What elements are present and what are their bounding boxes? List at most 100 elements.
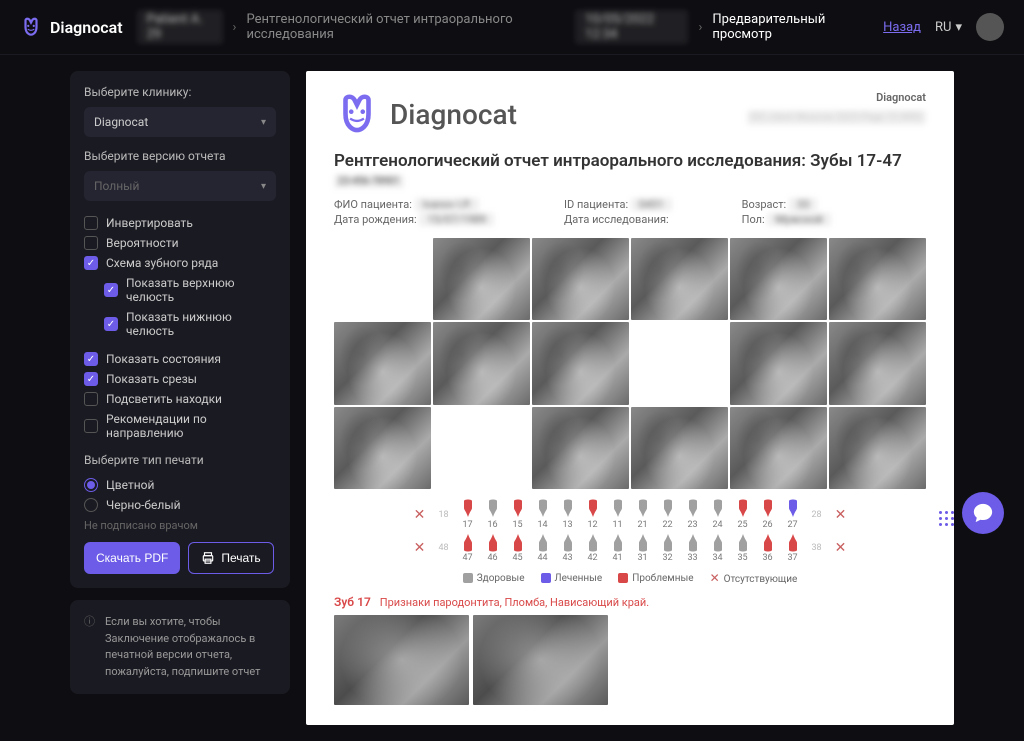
print-type-label: Выберите тип печати xyxy=(84,453,276,467)
report-preview: Diagnocat Diagnocat IDC client Moscow 20… xyxy=(306,71,954,725)
tooth-21[interactable]: 21 xyxy=(632,499,654,530)
tooth-26[interactable]: 26 xyxy=(757,499,779,530)
chevron-right-icon: › xyxy=(233,20,237,35)
xray-image[interactable] xyxy=(532,322,629,404)
checkbox-icon xyxy=(84,392,98,406)
tooth-13[interactable]: 13 xyxy=(557,499,579,530)
topbar: Diagnocat Patient A. 29 › Рентгенологиче… xyxy=(0,0,1024,55)
radio-icon xyxy=(84,498,98,512)
xray-image[interactable] xyxy=(730,322,827,404)
settings-panel: Выберите клинику: Diagnocat ▾ Выберите в… xyxy=(70,71,290,588)
patient-info: ФИО пациента: Ivanov I.P. Дата рождения:… xyxy=(334,198,926,228)
logo-icon xyxy=(20,16,42,38)
tooth-24[interactable]: 24 xyxy=(707,499,729,530)
print-bw-radio[interactable]: Черно-белый xyxy=(84,495,276,515)
chat-button[interactable] xyxy=(962,492,1004,534)
xray-image[interactable] xyxy=(829,238,926,320)
xray-image[interactable] xyxy=(532,407,629,489)
tooth-25[interactable]: 25 xyxy=(732,499,754,530)
tooth-33[interactable]: 33 xyxy=(682,532,704,563)
report-title: Рентгенологический отчет интраорального … xyxy=(334,151,926,171)
tooth-46[interactable]: 46 xyxy=(482,532,504,563)
xray-image[interactable] xyxy=(730,407,827,489)
tooth-45[interactable]: 45 xyxy=(507,532,529,563)
app-logo[interactable]: Diagnocat xyxy=(20,16,123,38)
tooth-35[interactable]: 35 xyxy=(732,532,754,563)
opt-scheme[interactable]: ✓Схема зубного ряда xyxy=(84,253,276,273)
back-link[interactable]: Назад xyxy=(883,20,921,35)
tooth-43[interactable]: 43 xyxy=(557,532,579,563)
logo-text: Diagnocat xyxy=(50,18,123,37)
tooth-missing-icon: ✕ xyxy=(830,540,852,556)
opt-probability[interactable]: Вероятности xyxy=(84,233,276,253)
chevron-down-icon: ▾ xyxy=(261,181,266,192)
xray-grid xyxy=(334,238,926,489)
opt-highlight[interactable]: Подсветить находки xyxy=(84,389,276,409)
clinic-select[interactable]: Diagnocat ▾ xyxy=(84,107,276,137)
checkbox-icon: ✓ xyxy=(104,283,118,297)
download-pdf-button[interactable]: Скачать PDF xyxy=(84,542,180,574)
xray-image[interactable] xyxy=(631,407,728,489)
radio-icon xyxy=(84,478,98,492)
chevron-down-icon: ▾ xyxy=(955,20,962,35)
breadcrumb-patient[interactable]: Patient A. 29 xyxy=(137,10,223,44)
tooth-47[interactable]: 47 xyxy=(457,532,479,563)
breadcrumb-date: 10/05/2022 12:34 xyxy=(575,10,689,44)
opt-states[interactable]: ✓Показать состояния xyxy=(84,349,276,369)
detail-xray[interactable] xyxy=(473,615,608,705)
tooth-14[interactable]: 14 xyxy=(532,499,554,530)
checkbox-icon xyxy=(84,236,98,250)
chat-icon xyxy=(972,502,994,524)
xray-image[interactable] xyxy=(631,238,728,320)
detail-xray[interactable] xyxy=(334,615,469,705)
report-brand: Diagnocat xyxy=(747,91,926,104)
chevron-right-icon: › xyxy=(698,20,702,35)
drag-handle-icon[interactable] xyxy=(939,511,954,526)
tooth-missing-icon: ✕ xyxy=(830,507,852,523)
tooth-11[interactable]: 11 xyxy=(607,499,629,530)
xray-image[interactable] xyxy=(730,238,827,320)
tooth-12[interactable]: 12 xyxy=(582,499,604,530)
print-color-radio[interactable]: Цветной xyxy=(84,475,276,495)
opt-slices[interactable]: ✓Показать срезы xyxy=(84,369,276,389)
xray-image[interactable] xyxy=(433,238,530,320)
tooth-31[interactable]: 31 xyxy=(632,532,654,563)
tooth-37[interactable]: 37 xyxy=(782,532,804,563)
tooth-34[interactable]: 34 xyxy=(707,532,729,563)
tooth-15[interactable]: 15 xyxy=(507,499,529,530)
avatar[interactable] xyxy=(976,13,1004,41)
breadcrumb-report[interactable]: Рентгенологический отчет интраорального … xyxy=(246,12,565,42)
xray-image[interactable] xyxy=(829,407,926,489)
unsigned-note: Не подписано врачом xyxy=(84,519,276,532)
tooth-42[interactable]: 42 xyxy=(582,532,604,563)
opt-upper-jaw[interactable]: ✓Показать верхнюю челюсть xyxy=(84,273,276,307)
breadcrumb-current: Предварительный просмотр xyxy=(712,12,869,42)
tooth-22[interactable]: 22 xyxy=(657,499,679,530)
tooth-23[interactable]: 23 xyxy=(682,499,704,530)
breadcrumb: Patient A. 29 › Рентгенологический отчет… xyxy=(137,10,870,44)
tooth-32[interactable]: 32 xyxy=(657,532,679,563)
xray-image[interactable] xyxy=(433,322,530,404)
legend-swatch xyxy=(463,573,473,583)
tooth-17[interactable]: 17 xyxy=(457,499,479,530)
checkbox-icon: ✓ xyxy=(104,317,118,331)
xray-image[interactable] xyxy=(829,322,926,404)
opt-invert[interactable]: Инвертировать xyxy=(84,213,276,233)
xray-image[interactable] xyxy=(334,407,431,489)
tooth-16[interactable]: 16 xyxy=(482,499,504,530)
xray-image[interactable] xyxy=(532,238,629,320)
tooth-27[interactable]: 27 xyxy=(782,499,804,530)
xray-image[interactable] xyxy=(334,322,431,404)
print-button[interactable]: Печать xyxy=(188,542,273,574)
printer-icon xyxy=(201,551,215,565)
opt-recommendations[interactable]: Рекомендации по направлению xyxy=(84,409,276,443)
opt-lower-jaw[interactable]: ✓Показать нижнюю челюсть xyxy=(84,307,276,341)
version-label: Выберите версию отчета xyxy=(84,149,276,163)
logo-icon xyxy=(334,91,380,137)
tooth-41[interactable]: 41 xyxy=(607,532,629,563)
language-selector[interactable]: RU▾ xyxy=(935,20,962,35)
tooth-36[interactable]: 36 xyxy=(757,532,779,563)
tooth-detail: Зуб 17 Признаки пародонтита, Пломба, Нав… xyxy=(334,595,926,609)
version-select[interactable]: Полный ▾ xyxy=(84,171,276,201)
tooth-44[interactable]: 44 xyxy=(532,532,554,563)
